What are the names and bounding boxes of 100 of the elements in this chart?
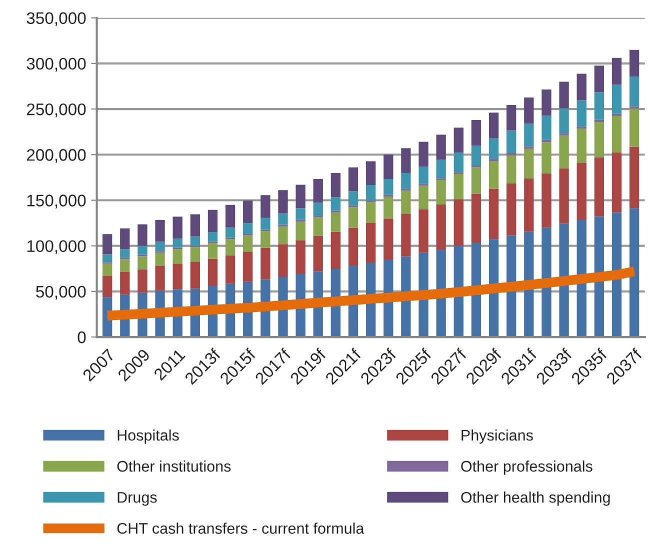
bar <box>401 172 411 189</box>
bar <box>488 188 499 240</box>
y-tick-label: 150,000 <box>27 194 86 208</box>
bar <box>576 162 586 220</box>
bar <box>155 252 165 266</box>
bar <box>629 146 640 208</box>
bar <box>296 208 306 220</box>
bar <box>138 256 148 270</box>
bar <box>313 178 323 203</box>
bar <box>155 220 165 242</box>
bar <box>102 264 112 276</box>
bar <box>542 89 552 116</box>
bar <box>488 161 499 189</box>
bar <box>172 238 182 248</box>
bar <box>278 190 288 214</box>
bar <box>629 76 640 106</box>
bar <box>260 218 270 230</box>
bar <box>542 116 552 140</box>
bar <box>559 108 569 134</box>
bar <box>102 276 112 298</box>
bar <box>225 204 236 228</box>
bar <box>313 202 323 216</box>
bar <box>330 197 341 211</box>
bar <box>278 226 288 244</box>
bar <box>155 241 165 252</box>
bar <box>330 232 341 269</box>
bar <box>542 173 552 228</box>
bar <box>542 140 552 142</box>
bar <box>225 239 236 256</box>
bar <box>418 166 428 184</box>
bar <box>172 216 182 238</box>
bar <box>471 146 482 166</box>
bar <box>506 130 516 154</box>
bar <box>384 218 394 260</box>
bar <box>384 196 394 219</box>
legend-label: Other health spending <box>461 492 610 506</box>
bar <box>120 249 130 258</box>
bar <box>576 100 586 126</box>
bar <box>260 195 270 218</box>
bar <box>594 66 604 92</box>
bar <box>208 210 218 232</box>
bar <box>506 183 516 236</box>
bar <box>348 207 358 228</box>
legend-label: Drugs <box>118 492 157 506</box>
bar <box>384 154 394 179</box>
bar <box>120 228 130 250</box>
bar <box>488 138 499 160</box>
legend-label: CHT cash transfers - current formula <box>117 522 364 534</box>
y-tick-label: 50,000 <box>36 286 86 300</box>
bar <box>225 227 236 238</box>
bar <box>471 167 482 194</box>
bar <box>243 235 253 252</box>
bar <box>348 191 358 206</box>
bar <box>366 161 376 186</box>
bar <box>401 148 411 173</box>
bar <box>120 259 130 272</box>
legend-label: Hospitals <box>118 429 179 444</box>
bar <box>524 124 534 146</box>
bar <box>190 236 200 246</box>
bar <box>366 202 376 224</box>
bar <box>260 248 270 280</box>
bar <box>576 128 586 163</box>
bar <box>559 168 569 224</box>
y-tick-label: 350,000 <box>26 12 86 26</box>
bar <box>366 223 376 263</box>
bar <box>559 135 569 168</box>
bar <box>243 223 253 234</box>
bar <box>278 213 288 225</box>
y-tick-label: 100,000 <box>27 240 86 254</box>
bar <box>612 152 622 212</box>
bar <box>102 234 112 254</box>
bar <box>542 227 552 338</box>
bar <box>524 97 534 124</box>
bar <box>120 272 130 295</box>
bar <box>190 262 200 288</box>
bar <box>330 212 341 232</box>
bar <box>313 217 323 236</box>
bar <box>138 246 148 255</box>
y-tick-label: 250,000 <box>26 103 86 118</box>
bar <box>401 214 411 256</box>
bar <box>471 120 482 146</box>
bar <box>629 50 640 77</box>
bar <box>576 74 586 100</box>
bar <box>436 204 446 250</box>
bar <box>348 167 358 192</box>
bar <box>524 148 534 178</box>
y-tick-label: 200,000 <box>26 149 86 163</box>
bar <box>436 134 446 160</box>
bar <box>594 122 604 158</box>
bar <box>559 223 569 338</box>
legend-label: Other professionals <box>461 460 592 475</box>
bar <box>436 160 446 178</box>
bar <box>208 232 218 242</box>
bar <box>190 247 200 262</box>
bar <box>559 82 569 108</box>
bar <box>454 152 464 172</box>
bar <box>418 209 428 253</box>
bar <box>155 266 165 290</box>
bar <box>296 240 306 274</box>
bar <box>278 244 288 278</box>
